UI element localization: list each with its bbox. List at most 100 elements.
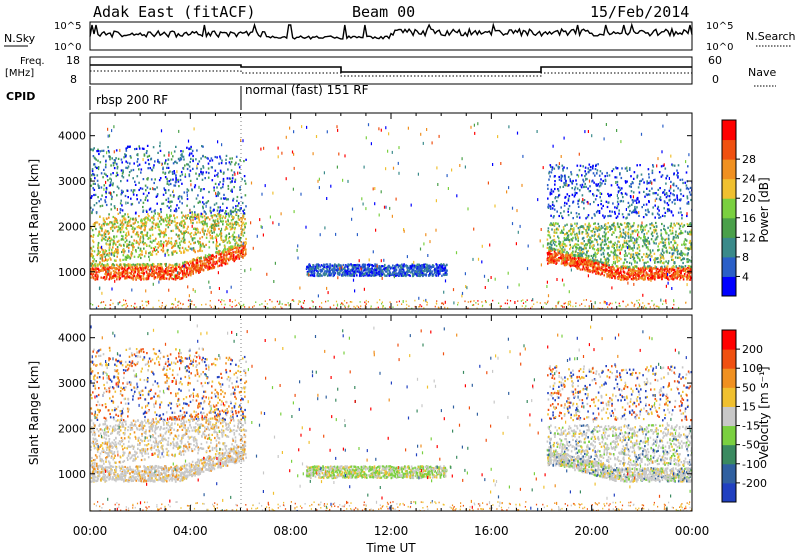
heatmap-cell xyxy=(552,190,555,193)
heatmap-cell xyxy=(121,219,124,222)
heatmap-cell xyxy=(235,205,237,208)
heatmap-cell xyxy=(633,199,635,202)
heatmap-cell xyxy=(650,266,652,269)
heatmap-cell xyxy=(179,244,181,247)
heatmap-cell xyxy=(656,271,658,275)
heatmap-cell xyxy=(209,159,211,162)
heatmap-cell xyxy=(624,258,626,261)
heatmap-cell xyxy=(160,273,162,276)
heatmap-cell xyxy=(193,249,196,252)
heatmap-cell xyxy=(570,233,573,236)
heatmap-cell xyxy=(134,266,137,269)
heatmap-cell xyxy=(193,237,196,240)
heatmap-cell xyxy=(548,234,551,237)
heatmap-cell xyxy=(163,270,165,273)
heatmap-cell xyxy=(651,224,653,227)
heatmap-cell xyxy=(624,277,626,281)
heatmap-cell xyxy=(548,250,550,253)
heatmap-cell xyxy=(590,236,592,240)
heatmap-cell xyxy=(616,215,619,218)
heatmap-cell xyxy=(126,146,129,149)
heatmap-cell xyxy=(190,219,192,222)
heatmap-cell xyxy=(98,233,100,236)
heatmap-cell xyxy=(653,252,656,255)
heatmap-cell xyxy=(629,245,631,248)
heatmap-cell xyxy=(664,201,666,204)
heatmap-cell xyxy=(559,249,562,252)
heatmap-cell xyxy=(577,236,579,239)
heatmap-cell xyxy=(651,231,654,234)
heatmap-cell xyxy=(94,262,97,266)
heatmap-cell xyxy=(126,224,128,227)
heatmap-cell xyxy=(614,206,616,209)
heatmap-cell xyxy=(598,211,601,214)
heatmap-cell xyxy=(596,229,599,232)
heatmap-cell xyxy=(127,224,130,227)
heatmap-cell xyxy=(106,252,109,256)
heatmap-cell xyxy=(221,258,223,261)
heatmap-cell xyxy=(617,268,619,271)
heatmap-cell xyxy=(102,253,104,256)
heatmap-cell xyxy=(207,216,209,219)
heatmap-cell xyxy=(666,275,669,279)
heatmap-cell xyxy=(604,261,606,264)
heatmap-cell xyxy=(579,226,581,229)
heatmap-cell xyxy=(101,248,103,251)
heatmap-cell xyxy=(674,262,676,265)
heatmap-cell xyxy=(555,222,557,225)
heatmap-cell xyxy=(157,225,159,228)
heatmap-cell xyxy=(147,177,149,180)
heatmap-cell xyxy=(108,213,110,216)
heatmap-cell xyxy=(579,189,581,192)
heatmap-cell xyxy=(643,242,646,245)
heatmap-cell xyxy=(581,253,583,256)
heatmap-cell xyxy=(106,259,108,262)
heatmap-cell xyxy=(565,232,567,236)
heatmap-cell xyxy=(584,258,587,261)
heatmap-cell xyxy=(187,274,190,277)
heatmap-cell xyxy=(111,157,113,160)
heatmap-cell xyxy=(93,263,96,266)
heatmap-cell xyxy=(132,248,134,251)
heatmap-cell xyxy=(679,207,682,210)
heatmap-cell xyxy=(682,276,685,279)
heatmap-cell xyxy=(143,229,146,232)
heatmap-cell xyxy=(679,188,682,191)
heatmap-cell xyxy=(243,231,246,234)
heatmap-cell xyxy=(604,271,607,274)
heatmap-cell xyxy=(226,253,228,256)
heatmap-cell xyxy=(579,184,582,187)
heatmap-cell xyxy=(214,155,217,159)
heatmap-cell xyxy=(632,236,634,239)
heatmap-cell xyxy=(606,275,608,278)
heatmap-cell xyxy=(180,211,183,214)
heatmap-cell xyxy=(548,178,550,181)
heatmap-cell xyxy=(219,181,221,184)
heatmap-cell xyxy=(180,267,183,270)
heatmap-cell xyxy=(147,277,150,280)
heatmap-cell xyxy=(581,254,583,257)
heatmap-cell xyxy=(582,236,585,239)
heatmap-cell xyxy=(612,265,614,268)
heatmap-cell xyxy=(234,258,236,261)
heatmap-cell xyxy=(196,217,198,220)
heatmap-cell xyxy=(127,196,129,199)
heatmap-cell xyxy=(614,176,616,179)
cpid-segment-2: normal (fast) 151 RF xyxy=(245,83,369,97)
heatmap-cell xyxy=(232,238,235,241)
heatmap-cell xyxy=(242,228,244,231)
heatmap-cell xyxy=(148,255,150,258)
heatmap-cell xyxy=(187,214,189,217)
heatmap-cell xyxy=(218,264,221,267)
heatmap-cell xyxy=(646,180,648,183)
heatmap-cell xyxy=(558,257,560,260)
heatmap-cell xyxy=(97,267,99,270)
heatmap-cell xyxy=(556,222,559,225)
heatmap-cell xyxy=(549,236,552,239)
heatmap-cell xyxy=(173,170,175,173)
heatmap-cell xyxy=(201,262,204,265)
heatmap-cell xyxy=(153,210,156,213)
heatmap-cell xyxy=(134,148,136,151)
heatmap-cell xyxy=(151,263,153,267)
heatmap-cell xyxy=(640,267,642,270)
